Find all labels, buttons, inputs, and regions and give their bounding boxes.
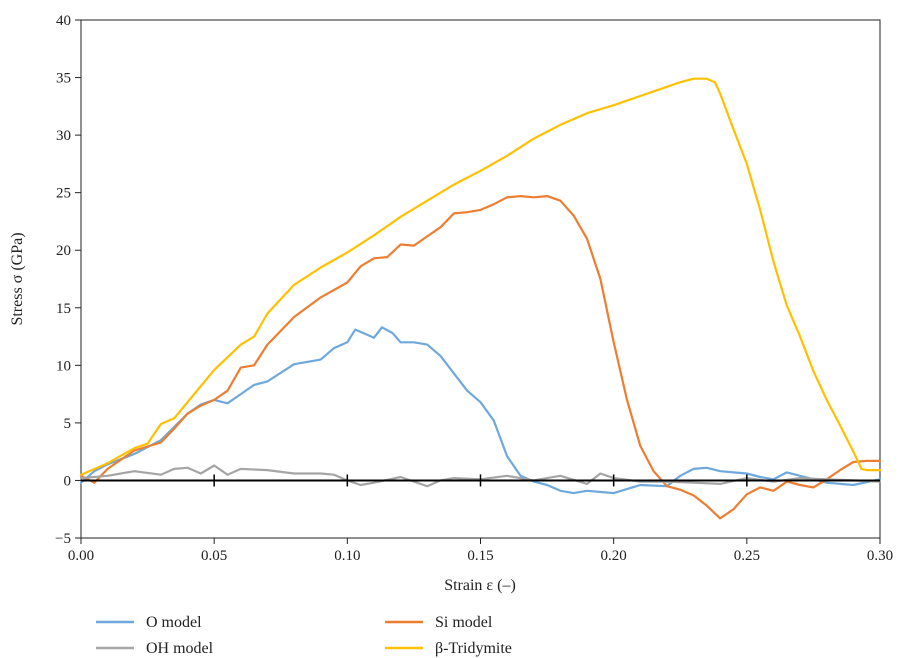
legend-item: OH model <box>96 640 214 657</box>
zero-axis-ticks <box>213 474 748 487</box>
legend-item: O model <box>96 614 202 631</box>
legend-label: OH model <box>146 640 214 657</box>
x-tick-label: 0.10 <box>334 548 360 564</box>
y-tick-label: 10 <box>56 358 71 374</box>
x-axis-ticks: 0.00 0.05 0.10 0.15 0.20 0.25 0.30 <box>68 538 893 564</box>
legend-label: Si model <box>435 614 493 631</box>
plot-area-frame <box>80 19 881 539</box>
x-tick-label: 0.05 <box>201 548 227 564</box>
y-tick-label: 35 <box>56 71 71 87</box>
legend-item: Si model <box>385 614 493 631</box>
y-tick-label: 20 <box>56 243 71 259</box>
y-tick-label: 30 <box>56 128 71 144</box>
series-line-o-model <box>79 326 882 495</box>
y-tick-label: 40 <box>56 13 71 29</box>
legend-label: β-Tridymite <box>435 640 512 657</box>
x-tick-label: 0.00 <box>68 548 94 564</box>
y-axis-title: Stress σ (GPa) <box>9 232 26 325</box>
y-tick-label: −5 <box>55 531 71 547</box>
y-tick-label: 5 <box>64 416 72 432</box>
x-tick-label: 0.20 <box>601 548 627 564</box>
y-tick-label: 25 <box>56 186 71 202</box>
series-line-si-model <box>79 195 882 520</box>
y-tick-label: 15 <box>56 301 71 317</box>
series-layer <box>79 77 882 520</box>
legend: O model Si model OH model β-Tridymite <box>96 614 512 657</box>
legend-label: O model <box>146 614 202 631</box>
x-tick-label: 0.30 <box>867 548 893 564</box>
y-axis-ticks: −5 0 5 10 15 20 25 30 35 40 <box>55 13 81 547</box>
x-axis-title: Strain ε (–) <box>444 577 516 594</box>
x-tick-label: 0.15 <box>467 548 493 564</box>
x-tick-label: 0.25 <box>734 548 760 564</box>
legend-item: β-Tridymite <box>385 640 512 657</box>
y-tick-label: 0 <box>64 473 72 489</box>
series-line-tridymite <box>79 77 882 476</box>
